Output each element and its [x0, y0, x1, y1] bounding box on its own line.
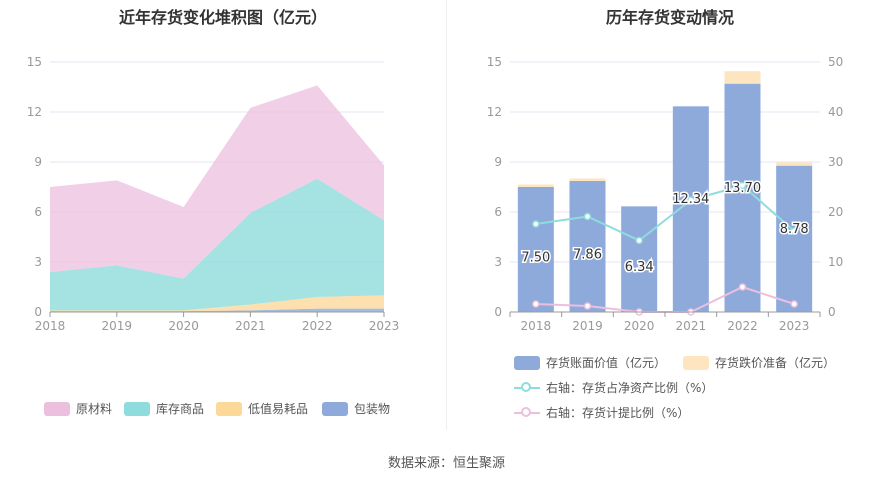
line-point	[790, 300, 798, 308]
line-point	[532, 300, 540, 308]
legend-swatch	[216, 401, 242, 416]
x-tick-label: 2021	[235, 319, 266, 333]
bar-value-label: 6.34	[625, 260, 654, 275]
y-tick-label: 6	[34, 205, 42, 219]
y-tick-label: 0	[34, 305, 42, 319]
y-tick-label: 9	[34, 155, 42, 169]
legend-label: 包装物	[354, 402, 391, 416]
y-tick-label: 9	[494, 155, 502, 169]
legend-item[interactable]: 原材料	[44, 400, 112, 417]
y-tick-label: 3	[494, 255, 502, 269]
y2-tick-label: 20	[828, 205, 843, 219]
legend-label: 右轴：存货占净资产比例（%）	[546, 381, 714, 395]
bar-book-value	[621, 206, 658, 312]
y-tick-label: 0	[494, 305, 502, 319]
legend-label: 库存商品	[156, 402, 205, 416]
area-series	[50, 85, 384, 279]
y2-tick-label: 40	[828, 105, 843, 119]
left-chart-panel: 近年存货变化堆积图（亿元） 0 3 6 9 12 15 2018 2019 2020 2021 20…	[0, 0, 446, 430]
legend-item[interactable]: 右轴：存货计提比例（%）	[514, 404, 689, 421]
legend-swatch	[124, 401, 150, 416]
y-tick-label: 6	[494, 205, 502, 219]
line-point	[687, 196, 695, 204]
bar-impairment-reserve	[517, 184, 554, 187]
bar-value-label: 7.86	[573, 248, 602, 263]
legend-item[interactable]: 库存商品	[124, 400, 204, 417]
legend-label: 原材料	[76, 402, 113, 416]
legend-swatch	[514, 355, 540, 370]
line-point	[583, 212, 592, 221]
legend-line-swatch	[514, 381, 540, 395]
bar-value-label: 13.70	[724, 181, 761, 196]
legend-swatch	[322, 401, 348, 416]
x-tick-label: 2023	[779, 319, 810, 333]
legend-swatch	[683, 355, 709, 370]
x-tick-label: 2019	[572, 319, 603, 333]
right-chart-svg: 0 3 6 9 12 15 0 10 20 30 40 50 7.50 7.86 6.34 12.34 13.7…	[487, 55, 844, 333]
legend-item[interactable]: 低值易耗品	[216, 400, 308, 417]
y2-tick-label: 0	[828, 305, 836, 319]
y-tick-label: 12	[487, 105, 502, 119]
x-tick-label: 2018	[35, 319, 66, 333]
bar-value-label: 12.34	[672, 192, 709, 207]
area-series	[50, 295, 384, 312]
legend-line-swatch	[514, 406, 540, 420]
line-point	[790, 227, 798, 235]
y-tick-label: 15	[27, 55, 42, 69]
bar-value-label: 7.50	[521, 251, 550, 266]
data-source-note: 数据来源：恒生聚源	[387, 456, 505, 471]
x-tick-label: 2023	[369, 319, 400, 333]
y-tick-label: 3	[34, 255, 42, 269]
legend-label: 存货账面价值（亿元）	[546, 356, 667, 370]
line-point	[635, 236, 643, 245]
legend-label: 存货跌价准备（亿元）	[715, 356, 836, 370]
bar-impairment-reserve	[724, 71, 761, 84]
left-chart-title: 近年存货变化堆积图（亿元）	[118, 8, 327, 27]
legend-item[interactable]: 右轴：存货占净资产比例（%）	[514, 379, 713, 396]
legend-swatch	[44, 401, 70, 416]
y2-tick-label: 10	[828, 255, 843, 269]
right-chart-title: 历年存货变动情况	[605, 8, 734, 27]
y2-tick-label: 30	[828, 155, 843, 169]
x-tick-label: 2019	[102, 319, 133, 333]
line-point	[532, 220, 540, 228]
x-tick-label: 2020	[168, 319, 199, 333]
x-tick-label: 2020	[624, 319, 655, 333]
y-tick-label: 15	[487, 55, 502, 69]
x-tick-label: 2022	[727, 319, 758, 333]
legend-item[interactable]: 存货账面价值（亿元）	[514, 354, 666, 371]
right-chart-panel: 历年存货变动情况 0 3 6 9 12 15 0 10 20 30 40 50 7.50 7.86 6.34…	[447, 0, 893, 430]
x-tick-label: 2021	[676, 319, 707, 333]
x-tick-label: 2018	[521, 319, 552, 333]
line-point	[738, 181, 747, 190]
left-chart-svg: 0 3 6 9 12 15 2018 2019 2020 2021 2022 2023	[27, 55, 400, 333]
legend-label: 右轴：存货计提比例（%）	[546, 406, 690, 420]
bar-book-value	[776, 165, 813, 312]
line-point	[583, 302, 592, 310]
panel-divider	[446, 0, 447, 430]
y2-tick-label: 50	[828, 55, 843, 69]
x-tick-label: 2022	[302, 319, 333, 333]
bar-value-label: 8.78	[780, 222, 809, 237]
line-point	[738, 283, 747, 291]
bar-impairment-reserve	[776, 162, 813, 166]
bar-book-value	[517, 187, 554, 312]
y-tick-label: 12	[27, 105, 42, 119]
area-series	[50, 178, 384, 311]
legend-label: 低值易耗品	[248, 402, 309, 416]
legend-item[interactable]: 存货跌价准备（亿元）	[683, 354, 835, 371]
line-series	[535, 184, 795, 242]
bar-book-value	[569, 181, 606, 312]
bar-book-value	[724, 83, 761, 313]
legend-item[interactable]: 包装物	[322, 400, 390, 417]
bar-impairment-reserve	[569, 178, 606, 181]
